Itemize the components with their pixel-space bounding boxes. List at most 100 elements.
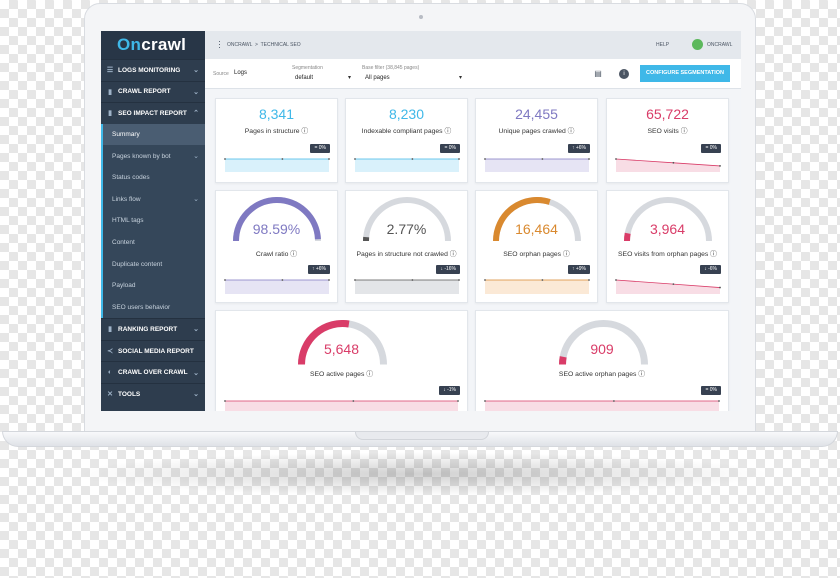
gauge-card-seo-visits-orphan[interactable]: 3,964 SEO visits from orphan pages ⓘ ↓ -6% xyxy=(606,190,729,303)
help-icon[interactable]: ⓘ xyxy=(447,251,457,258)
configure-segmentation-button[interactable]: CONFIGURE SEGMENTATION xyxy=(640,65,730,82)
kpi-card-seo-visits[interactable]: 65,722 SEO visits ⓘ = 0% xyxy=(606,98,729,183)
nav-social-media-report[interactable]: ≺ SOCIAL MEDIA REPORT xyxy=(101,339,205,362)
segmentation-caret-icon[interactable]: ▾ xyxy=(348,75,352,81)
help-icon[interactable]: ⓘ xyxy=(678,128,688,135)
segmentation-select[interactable]: default xyxy=(295,75,314,81)
kpi-label: SEO visits ⓘ xyxy=(607,125,728,135)
trend-sparkline xyxy=(224,279,330,294)
sparkline-point xyxy=(718,400,720,402)
breadcrumb-separator: > xyxy=(254,42,258,48)
kpi-label-text: Indexable compliant pages xyxy=(361,128,443,135)
sparkline-point xyxy=(411,158,414,160)
nav-sub-payload[interactable]: Payload xyxy=(101,274,205,297)
sparkline-point xyxy=(281,158,284,160)
help-icon[interactable]: ⓘ xyxy=(561,251,570,258)
sidebar: Oncrawl ☰ LOGS MONITORING ⌄ ▮ CRAWL REPORT ⌄… xyxy=(101,31,205,411)
trend-badge: ↑ +9% xyxy=(567,265,590,274)
gauge-card-seo-active-orphan[interactable]: 909 SEO active orphan pages ⓘ = 0% xyxy=(475,310,729,411)
kpi-value: 65,722 xyxy=(646,106,689,122)
account-menu[interactable]: ONCRAWL xyxy=(692,39,732,50)
base-filter-caret-icon[interactable]: ▾ xyxy=(459,75,463,81)
nav-ranking-report[interactable]: ▮ RANKING REPORT ⌄ xyxy=(101,318,205,340)
nav-sub-summary[interactable]: Summary xyxy=(101,123,205,146)
gauge-label: SEO active pages ⓘ xyxy=(216,368,467,378)
account-name: ONCRAWL xyxy=(707,41,733,48)
nav-sub-label: Pages known by bot xyxy=(112,152,171,160)
kpi-card-indexable-compliant[interactable]: 8,230 Indexable compliant pages ⓘ = 0% xyxy=(345,98,468,183)
oncrawl-logo[interactable]: Oncrawl xyxy=(101,31,205,59)
trend-sparkline xyxy=(224,400,459,411)
sparkline-point xyxy=(719,165,721,167)
source-label: Source xyxy=(213,71,229,77)
nav-sub-html-tags[interactable]: HTML tags xyxy=(101,210,205,232)
gauge-label-text: SEO active pages xyxy=(309,371,365,378)
kpi-card-unique-pages-crawled[interactable]: 24,455 Unique pages crawled ⓘ ↑ +6% xyxy=(475,98,598,183)
help-icon[interactable]: ⓘ xyxy=(636,371,646,378)
more-vertical-icon[interactable]: · · · xyxy=(218,36,221,52)
help-icon[interactable]: ⓘ xyxy=(364,371,374,378)
compare-icon: ◐ xyxy=(107,369,113,377)
sparkline-area xyxy=(355,280,459,294)
nav-logs-monitoring[interactable]: ☰ LOGS MONITORING ⌄ xyxy=(101,59,205,81)
app-screen: Oncrawl ☰ LOGS MONITORING ⌄ ▮ CRAWL REPORT ⌄… xyxy=(101,31,741,411)
image-export-icon[interactable]: ▤ xyxy=(594,69,602,78)
help-icon[interactable]: ⓘ xyxy=(299,128,309,135)
gauge-card-crawl-ratio[interactable]: 98.59% Crawl ratio ⓘ ↑ +6% xyxy=(215,190,338,303)
trend-sparkline xyxy=(484,158,590,172)
gauge-label-text: SEO orphan pages xyxy=(503,251,562,258)
gauge-arc xyxy=(624,197,712,242)
help-icon[interactable]: ⓘ xyxy=(442,128,452,135)
nav-seo-impact-report[interactable]: ▮ SEO IMPACT REPORT ⌃ xyxy=(101,102,205,124)
gauge-card-not-crawled[interactable]: 2.77% Pages in structure not crawled ⓘ ↓ -… xyxy=(345,190,468,303)
nav-sub-label: Content xyxy=(112,239,135,247)
help-icon[interactable]: ⓘ xyxy=(288,251,298,258)
nav-crawl-over-crawl[interactable]: ◐ CRAWL OVER CRAWL ⌄ xyxy=(101,361,205,383)
gauge-label-text: SEO visits from orphan pages xyxy=(618,251,709,258)
gauge-card-seo-active-pages[interactable]: 5,648 SEO active pages ⓘ ↓ -1% xyxy=(215,310,468,411)
help-icon[interactable]: ⓘ xyxy=(708,251,717,258)
gauge-arc xyxy=(363,197,451,242)
trend-badge: = 0% xyxy=(701,144,721,153)
chevron-down-icon: ⌄ xyxy=(193,369,199,377)
sparkline-point xyxy=(541,158,544,160)
base-filter-label: Base filter (38,845 pages) xyxy=(362,65,420,71)
nav-label: RANKING REPORT xyxy=(118,325,178,333)
breadcrumb-oncrawl[interactable]: ONCRAWL xyxy=(227,42,253,48)
kpi-card-pages-in-structure[interactable]: 8,341 Pages in structure ⓘ = 0% xyxy=(215,98,338,183)
chevron-up-icon: ⌃ xyxy=(193,110,199,118)
nav-sub-links-flow[interactable]: Links flow ⌄ xyxy=(101,188,205,211)
gauge-label-text: Pages in structure not crawled xyxy=(356,251,448,258)
laptop-notch xyxy=(355,432,489,440)
sparkline-point xyxy=(588,279,590,281)
sparkline-point xyxy=(719,286,721,289)
help-icon[interactable]: ⓘ xyxy=(565,128,575,135)
sparkline-point xyxy=(328,158,330,160)
nav-tools[interactable]: ✕ TOOLS ⌄ xyxy=(101,382,205,405)
bar-chart-icon: ▮ xyxy=(108,326,112,334)
nav-sub-seo-users-behavior[interactable]: SEO users behavior xyxy=(101,296,205,319)
chevron-down-icon: ⌄ xyxy=(193,67,199,75)
trend-badge: ↑ +6% xyxy=(567,144,590,153)
kpi-label: Pages in structure ⓘ xyxy=(216,125,337,135)
source-select[interactable]: Logs xyxy=(234,70,248,76)
sparkline-point xyxy=(224,158,226,160)
logo-part-crawl: crawl xyxy=(141,35,187,54)
help-link[interactable]: HELP xyxy=(656,42,670,48)
logo-part-on: On xyxy=(117,35,142,54)
nav-sub-label: Duplicate content xyxy=(112,260,163,268)
nav-sub-status-codes[interactable]: Status codes xyxy=(101,166,205,189)
sparkline-area xyxy=(616,280,720,294)
gauge-fill xyxy=(558,355,567,365)
nav-sub-content[interactable]: Content xyxy=(101,231,205,254)
nav-sub-pages-known[interactable]: Pages known by bot ⌄ xyxy=(101,145,205,167)
base-filter-select[interactable]: All pages xyxy=(365,75,390,81)
segmentation-label: Segmentation xyxy=(292,65,323,71)
info-icon[interactable]: i xyxy=(619,69,629,79)
gauge-card-seo-orphan-pages[interactable]: 16,464 SEO orphan pages ⓘ ↑ +9% xyxy=(475,190,598,303)
breadcrumb-technical-seo[interactable]: TECHNICAL SEO xyxy=(260,42,301,48)
nav-crawl-report[interactable]: ▮ CRAWL REPORT ⌄ xyxy=(101,80,205,103)
trend-badge: = 0% xyxy=(310,144,330,153)
trend-sparkline xyxy=(484,400,720,411)
nav-sub-duplicate-content[interactable]: Duplicate content xyxy=(101,253,205,275)
